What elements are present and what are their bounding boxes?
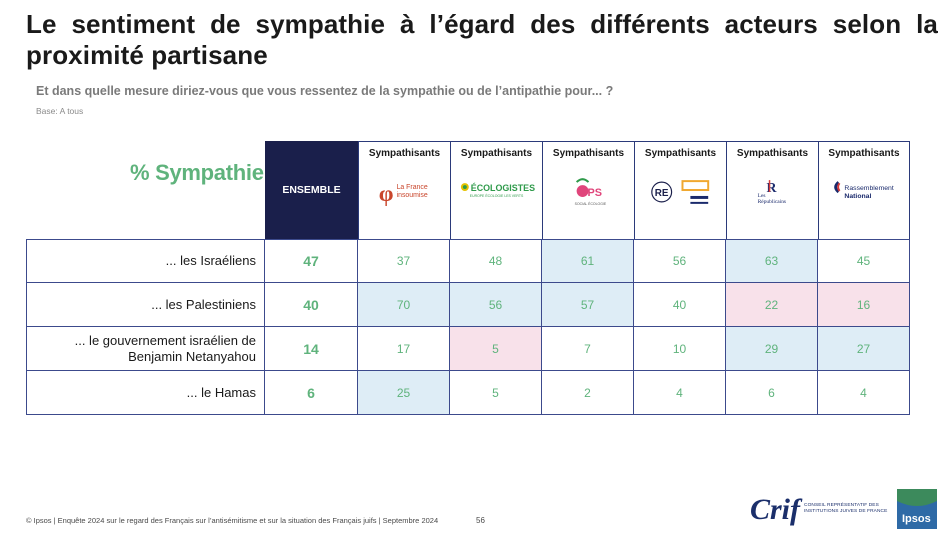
column-header-ensemble: ENSEMBLE: [265, 141, 358, 239]
row-label: ... les Israéliens: [26, 239, 265, 283]
table-cell: 57: [542, 283, 634, 327]
column-header-lfi: Sympathisants φ La France insoumise: [358, 141, 450, 239]
table-row: ... le Hamas 6 25 5 2 4 6 4: [26, 371, 912, 415]
table-label: % Sympathie: [130, 160, 264, 185]
table-cell: 56: [634, 239, 726, 283]
svg-text:PS: PS: [588, 187, 603, 199]
svg-text:Les: Les: [758, 193, 766, 199]
ensemble-value: 47: [265, 239, 358, 283]
column-header-ps: Sympathisants PS SOCIAL ÉCOLOGIE: [542, 141, 634, 239]
column-header-label: Sympathisants: [828, 148, 900, 159]
table-cell: 70: [358, 283, 450, 327]
table-cell: 22: [726, 283, 818, 327]
table-cell: 5: [450, 327, 542, 371]
column-header-label: Sympathisants: [736, 148, 809, 159]
table-cell: 25: [358, 371, 450, 415]
table-cell: 61: [542, 239, 634, 283]
column-header-rn: Sympathisants Rassemblement National: [818, 141, 910, 239]
table-cell: 10: [634, 327, 726, 371]
column-header-label: Sympathisants: [644, 148, 717, 159]
crif-tagline: CONSEIL REPRÉSENTATIF DES INSTITUTIONS J…: [804, 503, 888, 514]
ipsos-logo-icon: Ipsos: [897, 489, 937, 529]
table-cell: 40: [634, 283, 726, 327]
ensemble-value: 14: [265, 327, 358, 371]
column-header-ecologistes: Sympathisants ÉCOLOGISTES EUROPE ÉCOLOGI…: [450, 141, 542, 239]
svg-text:insoumise: insoumise: [397, 192, 428, 199]
table-cell: 16: [818, 283, 910, 327]
svg-text:SOCIAL ÉCOLOGIE: SOCIAL ÉCOLOGIE: [575, 201, 607, 206]
ensemble-value: 40: [265, 283, 358, 327]
table-cell: 48: [450, 239, 542, 283]
column-header-renaissance: Sympathisants RE: [634, 141, 726, 239]
table-cell: 45: [818, 239, 910, 283]
lfi-logo-icon: φ La France insoumise: [379, 181, 428, 207]
row-label: ... le gouvernement israélien de Benjami…: [26, 327, 265, 371]
ensemble-value: 6: [265, 371, 358, 415]
column-header-republicains: Sympathisants R Les Républicains: [726, 141, 818, 239]
table-cell: 2: [542, 371, 634, 415]
table-row: ... les Israéliens 47 37 48 61 56 63 45: [26, 239, 912, 283]
svg-text:EUROPE ÉCOLOGIE LES VERTS: EUROPE ÉCOLOGIE LES VERTS: [470, 193, 524, 198]
page-number: 56: [476, 516, 485, 525]
svg-text:RE: RE: [655, 188, 669, 199]
footer-source: © Ipsos | Enquête 2024 sur le regard des…: [26, 516, 439, 525]
table-cell: 56: [450, 283, 542, 327]
column-header-label: Sympathisants: [368, 148, 441, 159]
table-row: ... le gouvernement israélien de Benjami…: [26, 327, 912, 371]
republicains-logo-icon: R Les Républicains: [758, 180, 786, 205]
table-cell: 5: [450, 371, 542, 415]
survey-question: Et dans quelle mesure diriez-vous que vo…: [36, 84, 614, 98]
svg-text:φ: φ: [379, 181, 394, 207]
table-cell: 4: [634, 371, 726, 415]
table-cell: 63: [726, 239, 818, 283]
table-row: ... les Palestiniens 40 70 56 57 40 22 16: [26, 283, 912, 327]
base-note: Base: A tous: [36, 106, 84, 116]
svg-text:R: R: [767, 180, 778, 195]
table-cell: 29: [726, 327, 818, 371]
svg-text:ÉCOLOGISTES: ÉCOLOGISTES: [471, 183, 535, 193]
row-label: ... le Hamas: [26, 371, 265, 415]
ecologistes-logo-icon: ÉCOLOGISTES EUROPE ÉCOLOGIE LES VERTS: [460, 183, 535, 198]
table-cell: 4: [818, 371, 910, 415]
table-cell: 7: [542, 327, 634, 371]
column-header-label: Sympathisants: [460, 148, 533, 159]
svg-text:Républicains: Républicains: [758, 199, 786, 205]
renaissance-logo-icon: RE: [651, 180, 710, 204]
svg-text:Rassemblement: Rassemblement: [844, 185, 893, 192]
ipsos-logo-text: Ipsos: [902, 513, 931, 525]
page-title: Le sentiment de sympathie à l’égard des …: [26, 9, 938, 70]
table-cell: 37: [358, 239, 450, 283]
ps-logo-icon: PS SOCIAL ÉCOLOGIE: [575, 178, 607, 206]
column-header-label: Sympathisants: [552, 148, 625, 159]
row-label: ... les Palestiniens: [26, 283, 265, 327]
crif-logo: Crif: [750, 493, 801, 526]
table-cell: 27: [818, 327, 910, 371]
table-cell: 17: [358, 327, 450, 371]
svg-text:National: National: [844, 193, 871, 200]
table-cell: 6: [726, 371, 818, 415]
svg-text:La France: La France: [397, 184, 428, 191]
rn-logo-icon: Rassemblement National: [834, 181, 894, 200]
